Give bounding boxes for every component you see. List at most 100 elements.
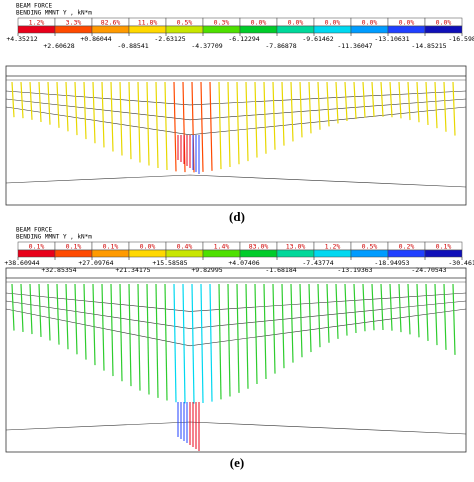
legend-value: +0.86044 [80,35,111,43]
model-frame [5,65,467,206]
force-line [398,283,402,333]
legend-value: -4.37709 [191,42,222,50]
force-line [227,81,231,167]
legend-value: +2.60628 [43,42,74,50]
panel-label: (e) [230,455,244,470]
force-line [119,81,123,156]
force-line [65,283,69,350]
legend-percent: 0.5% [362,243,378,251]
force-line [281,283,285,369]
legend-value: +38.60944 [4,259,39,267]
force-line [137,81,141,163]
legend-color [239,25,278,34]
force-line [290,81,294,142]
force-line [308,81,312,134]
legend-color [202,25,241,34]
legend-color [128,249,167,258]
force-line [29,81,33,120]
force-line [407,81,411,121]
legend-value: +15.58585 [152,259,187,267]
legend-color [350,25,389,34]
force-line [425,81,429,126]
legend-value: +27.09764 [78,259,113,267]
legend-percent: 0.0% [399,19,415,27]
force-line [254,283,258,385]
force-line [38,283,42,337]
force-line [182,283,186,404]
legend-color [387,25,426,34]
force-line [317,283,321,348]
force-line [245,81,249,162]
header-text: BEAM FORCE [16,3,53,10]
force-line [128,81,132,160]
legend-percent: 1.2% [29,19,45,27]
legend-color [91,249,130,258]
force-line [416,81,420,123]
force-line [182,81,186,173]
force-line [56,81,60,128]
force-line [146,81,150,166]
legend-percent: 1.4% [214,243,230,251]
force-line [11,81,15,118]
force-line [344,81,348,122]
force-line [299,283,303,358]
legend-value: -1.68184 [265,266,296,274]
force-line [308,283,312,353]
force-line [389,283,393,331]
legend-color [424,249,463,258]
legend-percent: 82.6% [101,19,121,27]
layer-line [5,106,467,136]
base-line [5,421,467,435]
legend-value: -7.86878 [265,42,296,50]
legend-color [424,25,463,34]
force-line [173,81,177,172]
force-line [137,283,141,391]
force-line [263,81,267,154]
legend-percent: 11.8% [138,19,158,27]
force-line [452,283,456,355]
legend-color [54,249,93,258]
layer-line [5,300,467,329]
legend-percent: 0.0% [362,19,378,27]
header-text: BEAM FORCE [16,227,53,234]
header-text: BENDING MMNT Y , kN*m [16,10,92,17]
force-line [353,81,357,120]
force-line [209,283,213,402]
force-line [128,283,132,387]
force-line [47,81,51,125]
force-line [434,81,438,129]
force-line [65,81,69,132]
legend-color [128,25,167,34]
legend-color [165,249,204,258]
force-line [335,283,339,339]
legend-percent: 0.0% [436,19,452,27]
legend-value: -9.61462 [302,35,333,43]
header-text: BENDING MMNT Y , kN*m [16,234,92,241]
force-line [101,81,105,148]
legend-color [350,249,389,258]
force-line [83,283,87,360]
legend-percent: 0.0% [325,19,341,27]
force-line [299,81,303,138]
legend-percent: 0.1% [29,243,45,251]
force-line [74,283,78,355]
force-line [47,283,51,341]
force-line [434,283,438,346]
force-line [272,283,276,374]
force-line [92,81,96,144]
force-line [101,283,105,371]
force-line [110,283,114,377]
force-line [236,283,240,393]
force-line [263,283,267,379]
force-line [452,81,456,136]
force-line [155,283,159,398]
legend-value: +32.85354 [41,266,76,274]
legend-value: -13.19363 [337,266,372,274]
legend-value: -16.59800 [448,35,474,43]
force-line [380,81,384,117]
force-line [200,283,204,403]
legend-percent: 1.2% [325,243,341,251]
legend-percent: 0.5% [177,19,193,27]
layer-line [5,308,467,347]
